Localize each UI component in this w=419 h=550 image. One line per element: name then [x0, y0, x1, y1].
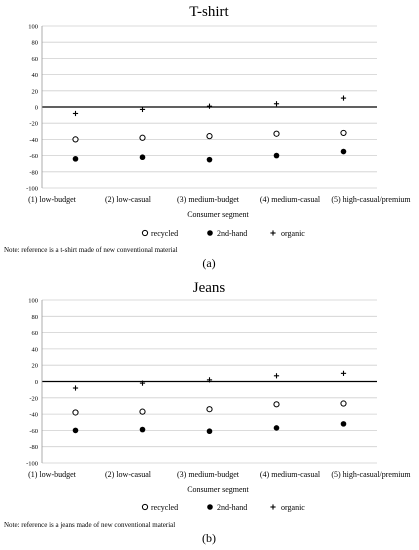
- chart-panel-2: Jeans 100 80 60 40 20 0 -20 -40 -60 -80 -100 (1) low…: [4, 280, 411, 545]
- point-organic: [273, 373, 280, 379]
- legend-marker-organic: [270, 230, 276, 236]
- point-2nd-hand: [340, 421, 347, 427]
- y-tick-label: 100: [28, 298, 38, 305]
- point-organic: [206, 377, 213, 383]
- x-tick-label: (4) medium-casual: [260, 470, 321, 479]
- point-organic: [340, 370, 347, 376]
- point-recycled: [340, 129, 347, 137]
- legend-label: 2nd-hand: [217, 503, 247, 512]
- x-tick-label: (1) low-budget: [28, 195, 77, 204]
- figure-note: Note: reference is a jeans made of new c…: [4, 521, 175, 529]
- point-2nd-hand: [340, 148, 347, 155]
- y-tick-label: -100: [26, 186, 38, 193]
- chart-title: T-shirt: [189, 4, 229, 20]
- x-tick-label: (1) low-budget: [28, 470, 77, 479]
- x-tick-label: (4) medium-casual: [260, 195, 321, 204]
- y-tick-label: 100: [28, 24, 38, 31]
- point-2nd-hand: [139, 426, 146, 433]
- y-tick-label: 20: [32, 363, 39, 370]
- legend: recycled 2nd-hand organic: [141, 229, 305, 238]
- point-recycled: [340, 400, 347, 407]
- point-2nd-hand: [206, 156, 213, 163]
- point-organic: [340, 95, 347, 101]
- y-tick-label: -80: [29, 444, 38, 451]
- y-tick-label: -40: [29, 412, 38, 419]
- y-tick-label: -40: [29, 137, 38, 144]
- point-organic: [72, 110, 79, 117]
- x-tick-label: (3) medium-budget: [177, 195, 240, 204]
- point-organic: [139, 380, 146, 386]
- point-2nd-hand: [72, 156, 79, 162]
- chart-title: Jeans: [193, 280, 226, 296]
- legend-label: organic: [281, 229, 305, 238]
- point-2nd-hand: [139, 154, 146, 161]
- legend-label: 2nd-hand: [217, 229, 247, 238]
- point-organic: [72, 385, 79, 391]
- x-axis-label: Consumer segment: [187, 210, 249, 219]
- legend-label: recycled: [151, 503, 178, 512]
- legend-label: recycled: [151, 229, 178, 238]
- figure-note: Note: reference is a t-shirt made of new…: [4, 246, 178, 254]
- x-tick-label: (3) medium-budget: [177, 470, 240, 479]
- point-recycled: [72, 136, 79, 143]
- legend-label: organic: [281, 503, 305, 512]
- y-tick-label: -20: [29, 395, 38, 402]
- y-tick-label: 0: [35, 105, 38, 112]
- point-2nd-hand: [72, 427, 79, 434]
- y-tick-label: 0: [35, 379, 38, 386]
- legend: recycled 2nd-hand organic: [141, 503, 305, 512]
- point-organic: [273, 101, 280, 107]
- y-tick-label: 40: [32, 346, 39, 353]
- legend-marker-2nd-hand: [207, 230, 213, 236]
- x-tick-label: (2) low-casual: [105, 195, 152, 204]
- point-organic: [206, 103, 213, 109]
- point-2nd-hand: [273, 425, 280, 431]
- y-tick-label: 60: [32, 56, 39, 63]
- y-tick-label: -60: [29, 153, 38, 160]
- point-recycled: [139, 408, 146, 415]
- chart-panel-1: T-shirt 100 80 60 40 20 0 -20 -40 -60 -80 -100 (1) l…: [4, 4, 411, 270]
- y-tick-label: 80: [32, 314, 39, 321]
- x-tick-label: (5) high-casual/premium: [331, 195, 411, 204]
- x-tick-label: (5) high-casual/premium: [331, 470, 411, 479]
- y-tick-label: 80: [32, 40, 39, 47]
- panel-label: (a): [202, 256, 215, 270]
- y-tick-label: -20: [29, 121, 38, 128]
- x-axis-label: Consumer segment: [187, 485, 249, 494]
- point-recycled: [206, 133, 213, 140]
- y-tick-label: 60: [32, 330, 39, 337]
- point-recycled: [273, 130, 280, 137]
- y-tick-label: -60: [29, 428, 38, 435]
- legend-marker-recycled: [141, 503, 149, 511]
- y-tick-label: -80: [29, 169, 38, 176]
- point-recycled: [206, 406, 213, 413]
- legend-marker-recycled: [141, 229, 149, 237]
- point-recycled: [72, 409, 79, 416]
- x-tick-label: (2) low-casual: [105, 470, 152, 479]
- panel-label: (b): [202, 531, 216, 545]
- point-recycled: [139, 134, 146, 141]
- y-tick-label: -100: [26, 461, 38, 468]
- y-tick-label: 40: [32, 72, 39, 79]
- y-tick-label: 20: [32, 88, 39, 95]
- point-organic: [139, 106, 146, 113]
- legend-marker-2nd-hand: [207, 504, 213, 510]
- point-2nd-hand: [273, 152, 280, 159]
- point-2nd-hand: [206, 428, 213, 435]
- legend-marker-organic: [270, 504, 276, 510]
- point-recycled: [273, 401, 280, 408]
